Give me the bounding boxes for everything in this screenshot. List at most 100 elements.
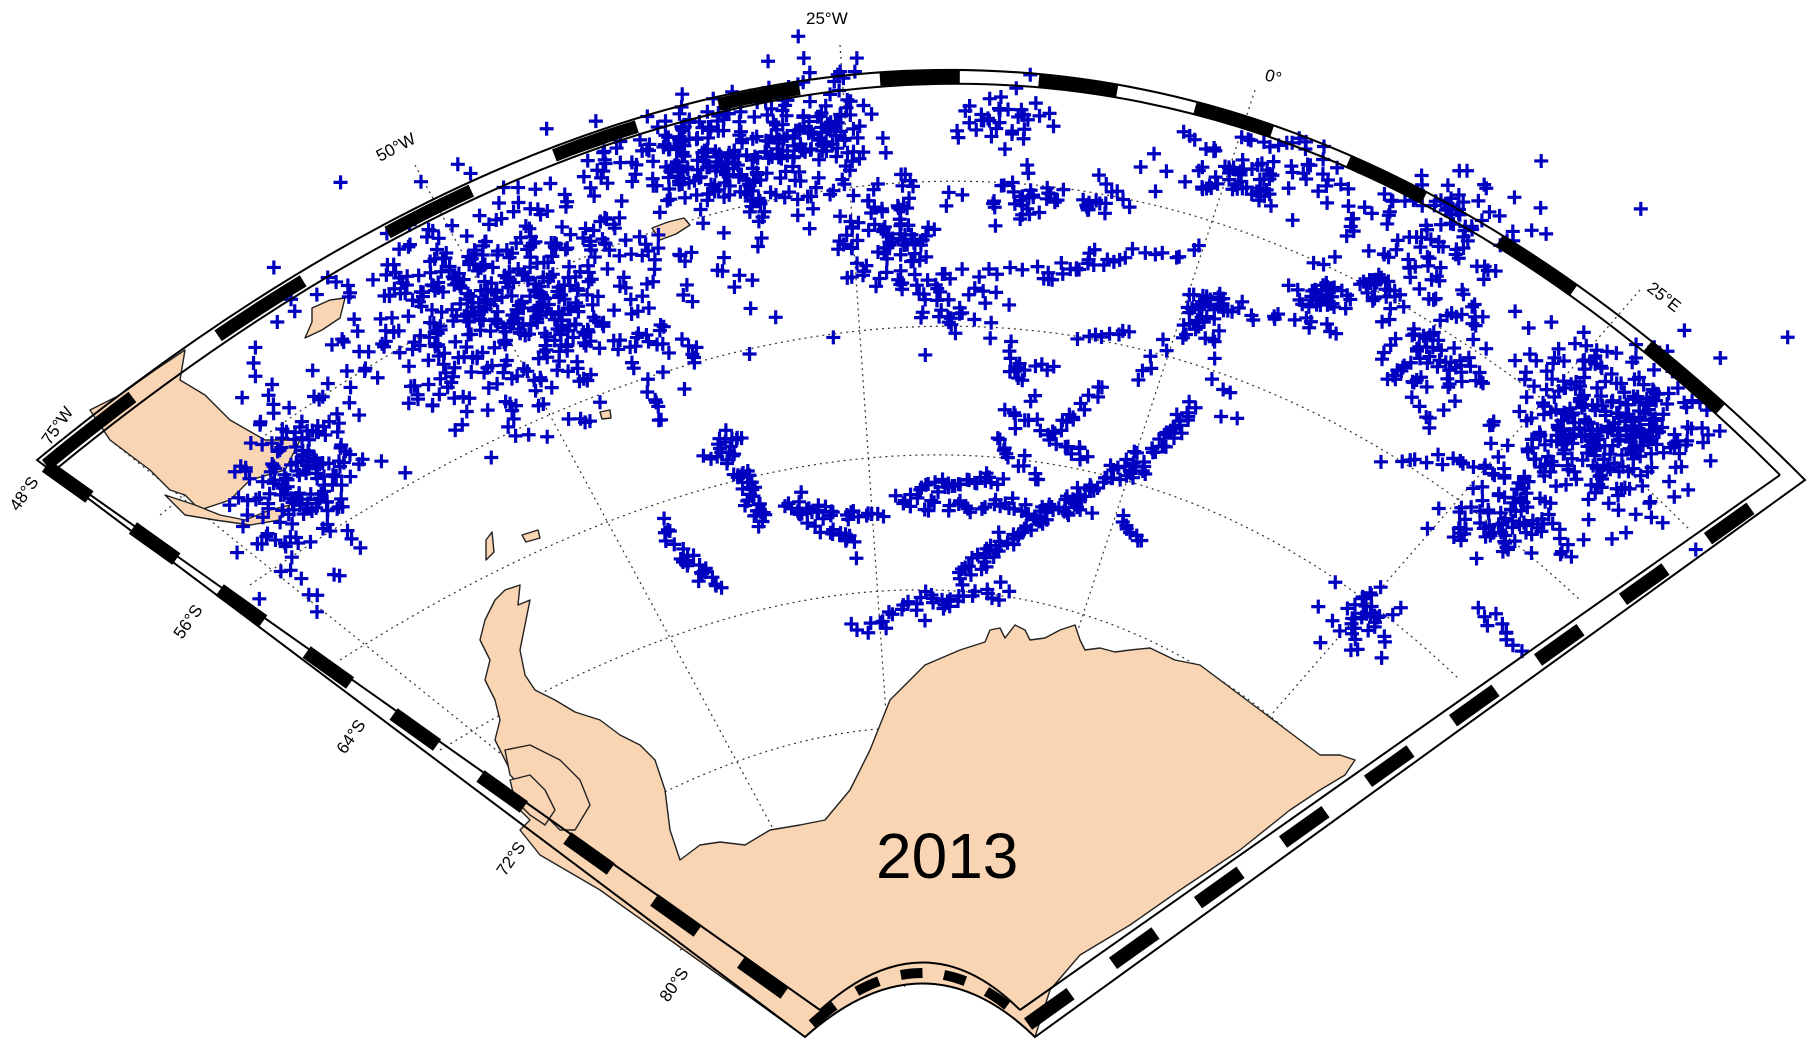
observation-marker — [1148, 184, 1163, 199]
observation-marker — [1403, 355, 1418, 370]
observation-marker — [1619, 423, 1634, 438]
observation-marker — [1016, 458, 1031, 473]
observation-marker — [800, 189, 815, 204]
observation-marker — [669, 140, 684, 155]
observation-marker — [425, 302, 440, 317]
observation-marker — [437, 346, 452, 361]
observation-marker — [1614, 482, 1629, 497]
observation-marker — [751, 191, 766, 206]
observation-marker — [571, 304, 586, 319]
observation-marker — [786, 131, 801, 146]
observation-marker — [1047, 195, 1062, 210]
lat-label-48s: 48°S — [6, 473, 43, 514]
observation-marker — [641, 243, 656, 258]
observation-marker — [347, 312, 362, 327]
observation-marker — [842, 163, 857, 178]
observation-marker — [967, 312, 982, 327]
observation-marker — [582, 414, 597, 429]
observation-marker — [509, 236, 524, 251]
observation-marker — [1026, 190, 1041, 205]
observation-marker — [878, 145, 893, 160]
observation-marker — [484, 450, 499, 465]
observation-marker — [852, 119, 867, 134]
observation-marker — [569, 295, 584, 310]
observation-marker — [496, 320, 511, 335]
observation-marker — [1525, 440, 1540, 455]
observation-marker — [1285, 213, 1300, 228]
observation-marker — [1533, 428, 1548, 443]
observation-marker — [1475, 493, 1490, 508]
observation-marker — [268, 533, 283, 548]
lon-label-50w: 50°W — [373, 129, 419, 165]
observation-marker — [812, 152, 827, 167]
observation-marker — [1144, 441, 1159, 456]
observation-marker — [982, 91, 997, 106]
lat-label-80s: 80°S — [656, 964, 693, 1005]
observation-marker — [893, 263, 908, 278]
observation-marker — [1006, 184, 1021, 199]
observation-marker — [731, 170, 746, 185]
observation-marker — [1208, 170, 1223, 185]
observation-marker — [1577, 412, 1592, 427]
observation-marker — [1479, 341, 1494, 356]
observation-marker — [840, 270, 855, 285]
frame-scale-segment — [41, 460, 94, 503]
observation-marker — [1482, 418, 1497, 433]
observation-marker — [1493, 505, 1508, 520]
observation-marker — [657, 525, 672, 540]
observation-marker — [336, 335, 351, 350]
observation-marker — [365, 272, 380, 287]
land-south-sandwich — [599, 409, 612, 420]
observation-marker — [1262, 139, 1277, 154]
observation-marker — [240, 507, 255, 522]
observation-marker — [1508, 304, 1523, 319]
observation-marker — [587, 189, 602, 204]
observation-marker — [1551, 341, 1566, 356]
observation-marker — [1420, 356, 1435, 371]
observation-marker — [498, 275, 513, 290]
land-south-shetland — [521, 529, 541, 543]
observation-marker — [1028, 359, 1043, 374]
observation-marker — [743, 194, 758, 209]
observation-marker — [1617, 385, 1632, 400]
observation-marker — [849, 51, 864, 66]
observation-marker — [1491, 517, 1506, 532]
observation-marker — [750, 239, 765, 254]
observation-marker — [425, 397, 440, 412]
observation-marker — [568, 317, 583, 332]
observation-marker — [1416, 328, 1431, 343]
observation-marker — [242, 471, 257, 486]
observation-marker — [844, 240, 859, 255]
observation-marker — [1574, 400, 1589, 415]
observation-marker — [1454, 307, 1469, 322]
observation-marker — [1357, 200, 1372, 215]
observation-marker — [1545, 516, 1560, 531]
observation-marker — [1019, 508, 1034, 523]
observation-marker — [1222, 166, 1237, 181]
observation-marker — [1560, 537, 1575, 552]
observation-marker — [477, 274, 492, 289]
frame-scale-segment — [737, 956, 789, 999]
observation-marker — [1628, 507, 1643, 522]
observation-marker — [1204, 372, 1219, 387]
observation-marker — [790, 192, 805, 207]
observation-marker — [266, 397, 281, 412]
observation-marker — [1580, 446, 1595, 461]
observation-marker — [1636, 377, 1651, 392]
observation-marker — [1334, 283, 1349, 298]
observation-marker — [651, 227, 666, 242]
observation-marker — [1647, 362, 1661, 377]
observation-marker — [1015, 262, 1030, 277]
observation-marker — [230, 545, 245, 560]
observation-marker — [536, 270, 551, 285]
observation-marker — [661, 345, 676, 360]
observation-marker — [1374, 650, 1389, 665]
observation-marker — [671, 169, 686, 184]
observation-marker — [1670, 381, 1685, 396]
observation-marker — [1481, 505, 1496, 520]
observation-marker — [1091, 379, 1106, 394]
observation-marker — [1080, 449, 1095, 464]
observation-marker — [689, 188, 704, 203]
observation-marker — [1319, 316, 1334, 331]
observation-marker — [1081, 388, 1096, 403]
